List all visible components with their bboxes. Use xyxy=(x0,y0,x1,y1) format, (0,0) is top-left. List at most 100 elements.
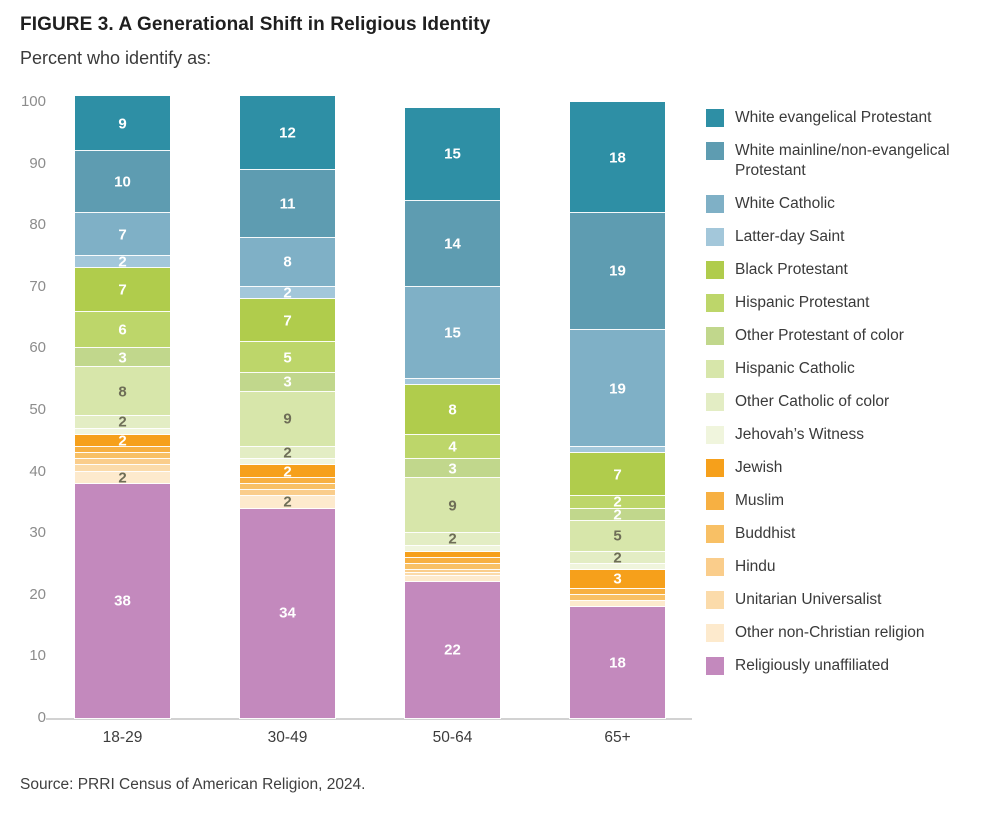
bar-30-49: 12 11 8 2 7 5 3 9 2 2 2 34 xyxy=(239,94,336,720)
bar-segment: 18 xyxy=(569,101,666,214)
bar-segment: 38 xyxy=(74,482,171,720)
bar-segment xyxy=(74,445,171,455)
legend-label: Other Protestant of color xyxy=(735,327,904,344)
legend-label: Jewish xyxy=(735,459,783,476)
legend-item: Other Protestant of color xyxy=(706,326,984,346)
legend-item: Black Protestant xyxy=(706,260,984,280)
segment-value-label: 18 xyxy=(609,149,626,167)
bar-18-29: 9 10 7 2 7 6 3 8 2 2 2 38 xyxy=(74,94,171,720)
legend-swatch xyxy=(706,195,724,213)
segment-value-label: 34 xyxy=(279,604,296,622)
bar-segment: 3 xyxy=(404,458,501,479)
bar-segment xyxy=(569,446,666,455)
bar-segment: 2 xyxy=(239,446,336,461)
legend-item: White evangelical Protestant xyxy=(706,108,984,128)
bar-segment xyxy=(404,562,501,572)
segment-value-label: 12 xyxy=(279,124,296,142)
legend-swatch xyxy=(706,426,724,444)
x-axis-baseline xyxy=(46,718,692,720)
bar-segment: 8 xyxy=(239,236,336,288)
y-tick-label: 40 xyxy=(29,462,46,480)
legend-swatch xyxy=(706,327,724,345)
legend-label: Unitarian Universalist xyxy=(735,591,882,608)
y-tick-label: 30 xyxy=(29,524,46,542)
bar-segment: 2 xyxy=(404,532,501,547)
segment-value-label: 6 xyxy=(118,321,127,339)
y-axis: 0 10 20 30 40 50 60 70 80 90 100 xyxy=(0,93,46,726)
segment-value-label: 8 xyxy=(118,383,127,401)
legend-swatch xyxy=(706,142,724,160)
bar-segment: 19 xyxy=(569,211,666,332)
bar-segment xyxy=(404,556,501,566)
bar-segment xyxy=(239,458,336,467)
segment-value-label: 5 xyxy=(613,527,622,545)
segment-value-label: 3 xyxy=(118,349,127,367)
segment-value-label: 38 xyxy=(114,592,131,610)
bar-segment: 7 xyxy=(74,211,171,258)
legend-item: Other Catholic of color xyxy=(706,392,984,412)
legend-swatch xyxy=(706,591,724,609)
segment-value-label: 9 xyxy=(448,497,457,515)
bar-segment: 2 xyxy=(239,286,336,301)
bar-segment: 2 xyxy=(239,464,336,479)
bar-segment: 2 xyxy=(239,495,336,510)
segment-value-label: 7 xyxy=(613,466,622,484)
legend-item: Other non-Christian religion xyxy=(706,623,984,643)
bar-segment: 6 xyxy=(74,310,171,350)
legend-item: Jehovah’s Witness xyxy=(706,425,984,445)
legend-item: Latter-day Saint xyxy=(706,227,984,247)
bar-segment xyxy=(74,452,171,461)
segment-value-label: 3 xyxy=(448,460,457,478)
bar-segment: 7 xyxy=(569,452,666,498)
x-axis-label: 65+ xyxy=(604,729,631,746)
legend-swatch xyxy=(706,558,724,576)
segment-value-label: 19 xyxy=(609,380,626,398)
bar-segment: 2 xyxy=(74,433,171,448)
bar-segment: 2 xyxy=(569,550,666,565)
legend-label: Latter-day Saint xyxy=(735,228,845,245)
bar-segment xyxy=(569,587,666,596)
legend-item: Hispanic Catholic xyxy=(706,359,984,379)
legend-swatch xyxy=(706,360,724,378)
legend-item: White mainline/non-evangelical Protestan… xyxy=(706,141,984,181)
legend-swatch xyxy=(706,624,724,642)
chart-legend: White evangelical Protestant White mainli… xyxy=(706,108,984,676)
legend-label: Hispanic Protestant xyxy=(735,294,870,311)
segment-value-label: 4 xyxy=(448,438,457,456)
segment-value-label: 7 xyxy=(283,312,292,330)
segment-value-label: 7 xyxy=(118,281,127,299)
bar-segment: 34 xyxy=(239,507,336,720)
segment-value-label: 19 xyxy=(609,262,626,280)
bar-segment: 7 xyxy=(239,298,336,344)
y-tick-label: 80 xyxy=(29,216,46,234)
bar-segment: 11 xyxy=(239,168,336,239)
legend-label: White evangelical Protestant xyxy=(735,109,932,126)
bar-segment: 9 xyxy=(404,476,501,535)
bar-segment: 2 xyxy=(74,415,171,430)
bar-segment: 15 xyxy=(404,107,501,202)
bar-segment: 2 xyxy=(74,255,171,270)
segment-value-label: 3 xyxy=(283,373,292,391)
bar-segment xyxy=(404,572,501,578)
legend-swatch xyxy=(706,525,724,543)
segment-value-label: 3 xyxy=(613,570,622,588)
segment-value-label: 18 xyxy=(609,654,626,672)
bar-segment xyxy=(74,427,171,436)
segment-value-label: 7 xyxy=(118,226,127,244)
bar-segment: 8 xyxy=(74,365,171,418)
bar-segment xyxy=(74,458,171,467)
segment-value-label: 9 xyxy=(118,115,127,133)
bar-segment: 7 xyxy=(74,267,171,313)
legend-label: Hispanic Catholic xyxy=(735,360,855,377)
x-axis-label: 30-49 xyxy=(267,729,308,746)
segment-value-label: 14 xyxy=(444,235,461,253)
bar-segment: 9 xyxy=(239,390,336,449)
chart-plot-area: 9 10 7 2 7 6 3 8 2 2 2 38 18-29 12 11 8 2 7 5 3 9 2 2 2 34 30-49 1… xyxy=(46,94,692,746)
bar-segment xyxy=(569,599,666,609)
y-tick-label: 60 xyxy=(29,339,46,357)
segment-value-label: 8 xyxy=(448,401,457,419)
bar-65+: 18 19 19 7 2 2 5 2 3 18 xyxy=(569,101,666,719)
legend-label: Buddhist xyxy=(735,525,796,542)
segment-value-label: 22 xyxy=(444,641,461,659)
